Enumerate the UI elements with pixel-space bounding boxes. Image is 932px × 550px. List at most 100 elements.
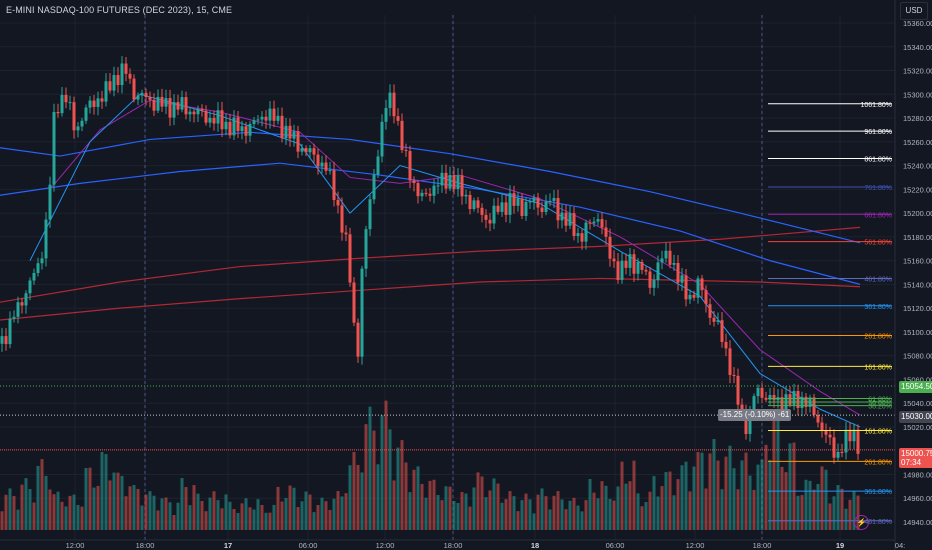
candle [492,205,496,224]
volume-bar [564,509,568,530]
volume-bar [780,466,784,530]
volume-bar [352,452,356,530]
volume-bar [752,489,756,530]
volume-bar [620,461,624,530]
candle [484,214,488,220]
candle [152,99,156,111]
volume-bar [856,495,860,530]
volume-bar [736,489,740,530]
time-tick-label: 12:00 [376,541,395,550]
candle [204,110,208,123]
volume-bar [340,496,344,530]
volume-bar [216,500,220,530]
candle [632,254,636,274]
candle [12,316,16,319]
volume-bar [44,475,48,530]
candle [576,233,580,236]
volume-bar [716,460,720,530]
candle [132,78,136,100]
candle [448,175,452,189]
candle [412,180,416,184]
candle [728,348,732,375]
volume-bar [636,493,640,530]
volume-bar [236,513,240,530]
volume-bar [444,486,448,530]
volume-bar [240,503,244,530]
volume-bar [20,484,24,530]
candle [244,126,248,136]
volume-bar [708,453,712,530]
volume-bar [96,485,100,530]
candle [516,198,520,206]
volume-bar [92,487,96,530]
candle [488,219,492,224]
volume-bar [396,447,400,530]
volume-bar [196,493,200,530]
candle [136,95,140,100]
candle [212,117,216,124]
candle [348,234,352,283]
candle [656,262,660,281]
candle [664,250,668,259]
volume-bar [136,488,140,530]
candle [100,98,104,102]
volume-bar [848,499,852,530]
volume-bar [76,504,80,530]
candle [308,148,312,153]
volume-bar [824,469,828,530]
volume-bar [356,464,360,530]
fib-level-label: 61.80% [868,396,892,403]
volume-bar [204,511,208,530]
candle [476,200,480,208]
volume-bar [800,495,804,530]
volume-bar [8,488,12,530]
volume-bar [476,472,480,530]
candle [268,108,272,121]
moving-average-blue-slow [0,131,861,244]
volume-bar [528,499,532,530]
price-tick-label: 15040.00 [903,399,932,408]
volume-bar [552,495,556,530]
volume-bar [776,416,780,530]
currency-selector[interactable]: USD [900,2,928,20]
candle [208,117,212,123]
candle [696,278,700,298]
fib-level-label: 461.80% [864,519,892,526]
volume-bar [164,497,168,530]
volume-bar [484,497,488,530]
volume-bar [176,502,180,530]
fib-level-label: 661.80% [864,212,892,219]
fib-level-label: 38.20% [868,404,892,411]
volume-bar [284,498,288,530]
volume-bar [100,451,104,530]
volume-bar [400,440,404,530]
price-tick-label: 14980.00 [903,470,932,479]
candle [172,102,176,118]
volume-bar [492,478,496,530]
candle [520,198,524,216]
volume-bar [212,491,216,530]
volume-bar [464,493,468,530]
green-price-tag: 15054.50 [899,381,932,393]
candle [68,102,72,104]
candle [288,125,292,139]
time-tick-label: 06:00 [606,541,625,550]
candle [764,397,768,400]
price-tick-label: 15140.00 [903,280,932,289]
countdown-timer: 07:34 [901,458,922,467]
candle [304,148,308,153]
price-tick-label: 15340.00 [903,43,932,52]
volume-bar [796,495,800,530]
candle [824,430,828,435]
price-tick-label: 15120.00 [903,304,932,313]
volume-bar [128,486,132,530]
candle [192,111,196,115]
last-price-value: 15000.75 [901,449,932,458]
lightning-icon[interactable]: ⚡ [854,515,869,530]
candle [456,175,460,190]
moving-average-fast [29,93,861,428]
candle [832,437,836,458]
candle [812,397,816,415]
